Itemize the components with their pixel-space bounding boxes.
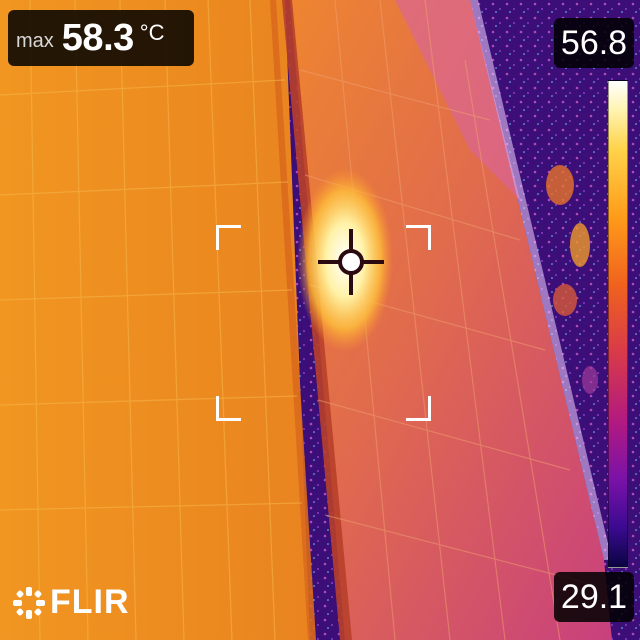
measure-box-corner-bottom-left [216,396,241,421]
spot-meter-crosshair-icon [318,229,384,295]
vegetation-warm-spots [546,165,598,394]
flir-logo: FLIR [12,583,130,622]
left-panel-grid [0,0,303,640]
flir-logo-text: FLIR [50,583,130,621]
left-solar-panel [0,0,310,640]
max-label: max [16,29,54,52]
right-solar-panel [290,0,612,640]
max-temperature-readout: max 58.3 °C [8,10,194,66]
scale-min-value: 29.1 [554,572,634,622]
temperature-color-scale [608,80,628,568]
max-value: 58.3 [61,16,134,59]
temperature-unit: °C [139,20,165,45]
measure-box-corner-top-left [216,225,241,250]
scale-max-value: 56.8 [554,18,634,68]
measure-box-corner-bottom-right [406,396,431,421]
measure-box-corner-top-right [406,225,431,250]
flir-logo-icon [13,586,45,619]
